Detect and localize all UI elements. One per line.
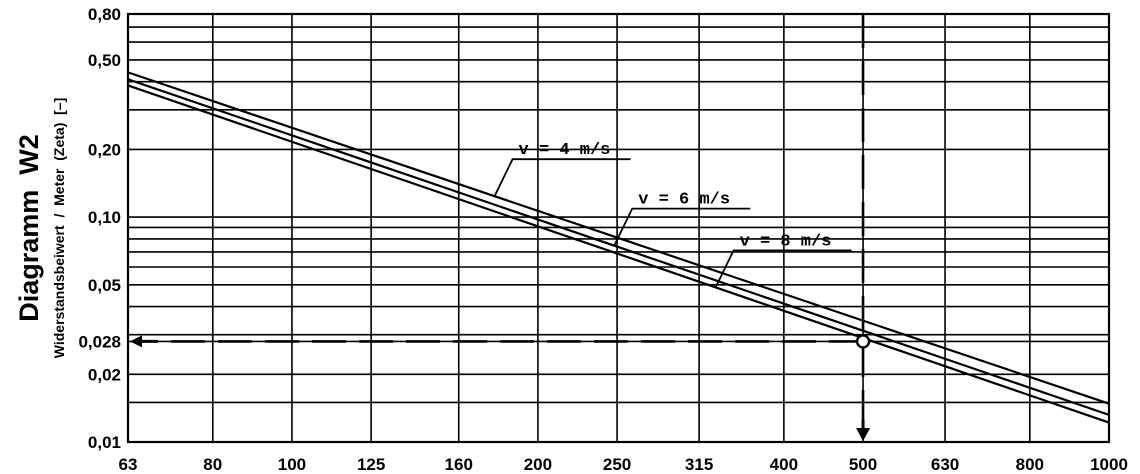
x-tick-label: 800 bbox=[1016, 455, 1044, 474]
plot-frame bbox=[126, 12, 1111, 444]
x-tick-label: 200 bbox=[524, 455, 552, 474]
series-labels: v = 4 m/s v = 6 m/s v = 8 m/s bbox=[493, 141, 852, 288]
series-label-leader bbox=[714, 249, 852, 288]
x-tick-label: 250 bbox=[603, 455, 631, 474]
y-tick-label: 0,01 bbox=[88, 433, 121, 452]
x-tick-label: 160 bbox=[445, 455, 473, 474]
x-tick-label: 1000 bbox=[1090, 455, 1128, 474]
x-tick-label: 630 bbox=[931, 455, 959, 474]
series-line bbox=[127, 78, 1110, 416]
grid bbox=[127, 13, 1110, 443]
y-tick-label: 0,02 bbox=[88, 365, 121, 384]
y-tick-label: 0,10 bbox=[88, 208, 121, 227]
reading-point-marker bbox=[855, 334, 871, 349]
y-tick-label: 0,028 bbox=[78, 332, 121, 351]
left-arrow-icon bbox=[130, 335, 142, 348]
tick-labels: 63 80 100 125 160 200 250 315 400 500 630 800 1000 0,… bbox=[78, 5, 1127, 474]
series-lines bbox=[127, 71, 1110, 424]
series-label: v = 4 m/s bbox=[519, 141, 611, 160]
reading-annotation bbox=[130, 14, 871, 441]
x-tick-label: 125 bbox=[357, 455, 385, 474]
x-tick-label: 100 bbox=[278, 455, 306, 474]
x-tick-label: 500 bbox=[849, 455, 877, 474]
chart-title: Diagramm W2 bbox=[14, 134, 44, 322]
y-tick-label: 0,80 bbox=[88, 5, 121, 24]
series-label-leader bbox=[493, 158, 631, 197]
series-line bbox=[127, 84, 1110, 424]
down-arrow-icon bbox=[856, 428, 871, 441]
series-label: v = 8 m/s bbox=[740, 232, 832, 251]
y-tick-label: 0,20 bbox=[88, 140, 121, 159]
x-tick-label: 63 bbox=[119, 455, 138, 474]
x-tick-label: 80 bbox=[203, 455, 222, 474]
x-tick-label: 400 bbox=[770, 455, 798, 474]
series-label-leader bbox=[613, 207, 751, 247]
y-tick-label: 0,05 bbox=[88, 276, 121, 295]
y-axis-label: Widerstandsbeiwert / Meter (Zeta) [–] bbox=[51, 98, 67, 358]
y-tick-label: 0,50 bbox=[88, 51, 121, 70]
series-label: v = 6 m/s bbox=[638, 191, 730, 210]
x-tick-label: 315 bbox=[685, 455, 713, 474]
